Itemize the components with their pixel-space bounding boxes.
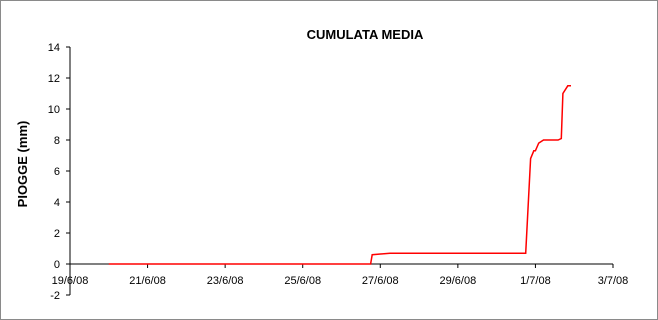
y-tick-label: 4	[54, 197, 60, 209]
x-tick-label: 21/6/08	[129, 275, 166, 287]
x-tick-label: 27/6/08	[362, 275, 399, 287]
y-tick-label: 2	[54, 228, 60, 240]
y-axis-ticks: 14 12 10 8 6 4 2 0 -2	[48, 42, 70, 302]
y-axis-label: PIOGGE (mm)	[15, 121, 30, 208]
rain-cumulative-line	[108, 85, 571, 265]
x-axis-ticks: 19/6/08 21/6/08 23/6/08 25/6/08 27/6/08 29/6/…	[52, 264, 629, 287]
x-tick-label: 1/7/08	[520, 275, 551, 287]
y-tick-label: 12	[48, 73, 60, 85]
x-tick-label: 23/6/08	[207, 275, 244, 287]
x-tick-label: 25/6/08	[284, 275, 321, 287]
x-tick-label: 3/7/08	[598, 275, 629, 287]
chart-title: CUMULATA MEDIA	[307, 27, 424, 42]
y-tick-label: 8	[54, 135, 60, 147]
x-tick-label: 19/6/08	[52, 275, 89, 287]
y-tick-label: 0	[54, 259, 60, 271]
x-tick-label: 29/6/08	[440, 275, 477, 287]
y-tick-label: 10	[48, 104, 60, 116]
y-tick-label: -2	[50, 290, 60, 302]
y-tick-label: 14	[48, 42, 60, 54]
y-tick-label: 6	[54, 166, 60, 178]
